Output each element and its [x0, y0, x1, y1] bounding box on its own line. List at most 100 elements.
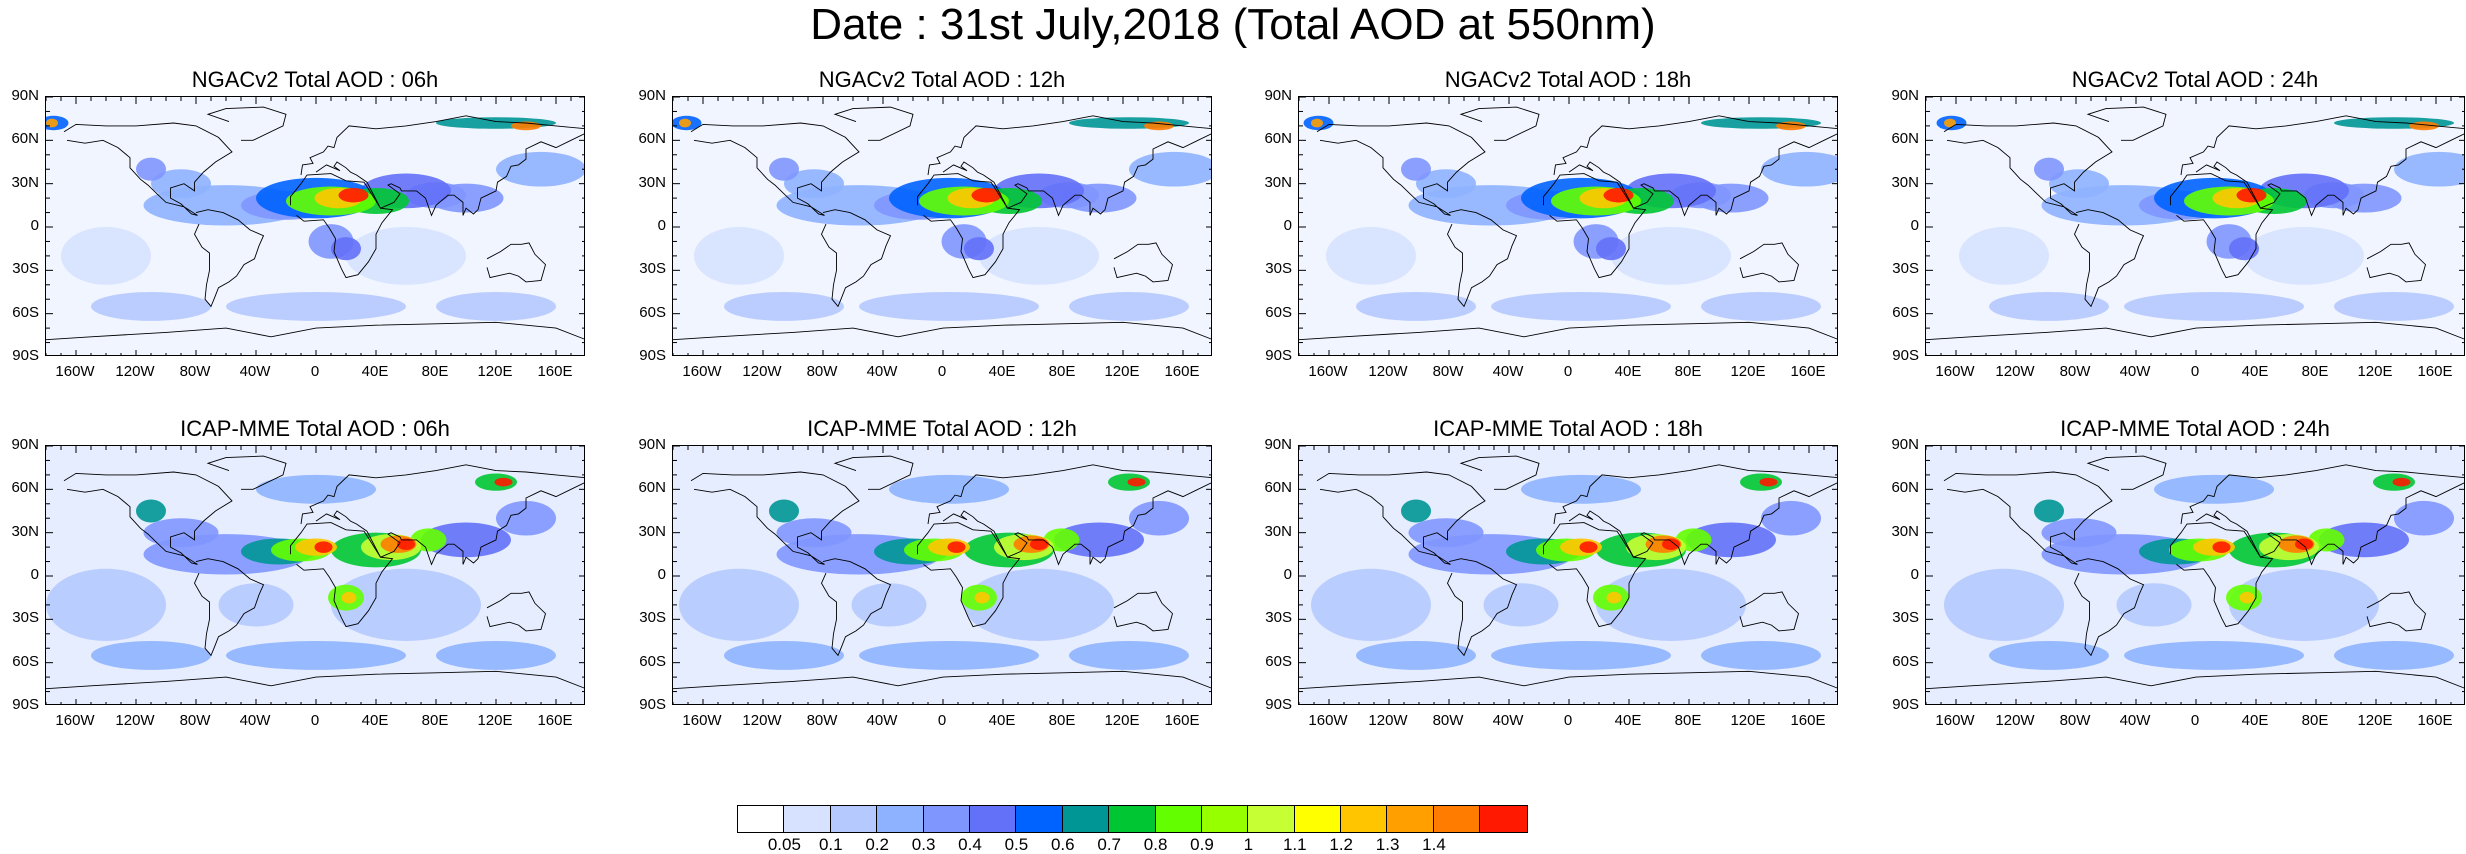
- coastline: [1543, 173, 1647, 279]
- aod-plume: [496, 500, 556, 536]
- lon-label: 160E: [1790, 712, 1826, 729]
- map-canvas: [46, 97, 584, 355]
- aod-plume: [436, 641, 556, 670]
- aod-plume: [1701, 292, 1821, 321]
- coastline: [1459, 455, 1540, 490]
- colorbar-label: 0.8: [1143, 835, 1168, 854]
- colorbar-label: 0.4: [958, 835, 982, 854]
- coastline: [2180, 115, 2464, 217]
- aod-plume: [346, 227, 466, 285]
- aod-plume: [2394, 500, 2454, 536]
- aod-plume: [1356, 292, 1476, 321]
- aod-plume: [1030, 538, 1048, 550]
- lon-label: 120W: [1995, 363, 2035, 380]
- aod-plume: [496, 151, 584, 187]
- aod-plume: [2295, 538, 2313, 550]
- coastline: [1553, 115, 1837, 217]
- colorbar-swatch: [1016, 806, 1063, 832]
- aod-plume: [1069, 641, 1189, 670]
- aod-plume: [1491, 292, 1671, 321]
- coastline: [833, 106, 914, 141]
- lat-label: 90N: [11, 436, 39, 453]
- lon-label: 80W: [179, 363, 211, 380]
- lon-label: 160E: [1164, 712, 1200, 729]
- aod-colorbar: [737, 805, 1528, 833]
- map-panel: NGACv2 Total AOD : 12h 90N 60N 30N 0 30S 60S 90…: [638, 68, 1212, 380]
- lon-label: 40W: [2119, 363, 2151, 380]
- aod-map: [672, 96, 1212, 356]
- coastline: [1739, 591, 1800, 632]
- lon-label: 120W: [1368, 363, 1408, 380]
- lon-label: 160W: [682, 363, 722, 380]
- map-panel: NGACv2 Total AOD : 18h 90N 60N 30N 0 30S 60S 90…: [1264, 68, 1838, 380]
- lon-label: 120E: [1104, 712, 1140, 729]
- aod-plume: [256, 474, 376, 504]
- aod-plume: [338, 188, 369, 203]
- aod-plume: [2034, 157, 2064, 181]
- lon-label: 40E: [988, 363, 1016, 380]
- lon-label: 80E: [421, 363, 449, 380]
- lon-label: 160E: [2417, 712, 2453, 729]
- lat-label: 0: [30, 566, 39, 583]
- aod-plume: [136, 499, 166, 523]
- aod-map: [1925, 96, 2465, 356]
- aod-plume: [1483, 583, 1559, 627]
- aod-plume: [226, 641, 406, 670]
- lon-label: 120E: [2357, 363, 2393, 380]
- coastline: [2180, 464, 2464, 566]
- aod-plume: [947, 541, 966, 553]
- lon-label: 40E: [1614, 712, 1642, 729]
- coastline: [927, 115, 1211, 217]
- coastline: [917, 522, 1021, 628]
- map-canvas: [673, 97, 1211, 355]
- colorbar-label: 1.1: [1282, 835, 1307, 854]
- lon-label: 160W: [682, 712, 722, 729]
- lat-label: 90S: [1892, 347, 1919, 364]
- aod-plume: [1944, 568, 2064, 641]
- lat-label: 0: [1283, 566, 1292, 583]
- lon-label: 40W: [866, 363, 898, 380]
- coastline: [833, 455, 914, 490]
- lon-label: 120E: [477, 712, 513, 729]
- lon-label: 160E: [1790, 363, 1826, 380]
- lat-label: 90N: [1264, 87, 1292, 104]
- lat-label: 90S: [639, 347, 666, 364]
- lat-label: 90N: [1264, 436, 1292, 453]
- lat-label: 30N: [1891, 522, 1919, 540]
- colorbar-label: 0.05: [767, 835, 801, 854]
- aod-plume: [1611, 227, 1731, 285]
- aod-plume: [1761, 151, 1837, 187]
- lon-label: 120E: [2357, 712, 2393, 729]
- aod-plume: [2334, 641, 2454, 670]
- aod-plume: [1603, 188, 1634, 203]
- aod-plume: [679, 118, 691, 128]
- lat-label: 60S: [1265, 303, 1292, 321]
- lon-label: 120E: [477, 363, 513, 380]
- lon-label: 80E: [2301, 363, 2329, 380]
- lat-label: 30N: [1264, 173, 1292, 191]
- lon-label: 120W: [742, 712, 782, 729]
- lat-label: 60N: [1891, 130, 1919, 148]
- lon-label: 0: [310, 712, 320, 729]
- coastline: [63, 471, 233, 565]
- lat-label: 30S: [1265, 609, 1292, 627]
- aod-plume: [859, 292, 1039, 321]
- lon-label: 120E: [1104, 363, 1140, 380]
- lon-label: 0: [937, 712, 947, 729]
- colorbar-swatch: [877, 806, 924, 832]
- panel-title: ICAP-MME Total AOD : 24h: [2060, 416, 2330, 441]
- coastline: [917, 173, 1021, 279]
- lat-label: 30S: [1892, 260, 1919, 278]
- lon-label: 80E: [421, 712, 449, 729]
- lon-label: 80W: [806, 363, 838, 380]
- lon-label: 40W: [1492, 363, 1524, 380]
- aod-plume: [1596, 237, 1626, 261]
- coastline: [2086, 106, 2167, 141]
- lon-label: 160W: [55, 363, 95, 380]
- colorbar-swatch: [784, 806, 831, 832]
- aod-plume: [226, 292, 406, 321]
- aod-plume: [1311, 118, 1323, 128]
- lon-label: 80E: [1674, 712, 1702, 729]
- aod-plume: [776, 518, 852, 548]
- aod-plume: [2392, 477, 2411, 487]
